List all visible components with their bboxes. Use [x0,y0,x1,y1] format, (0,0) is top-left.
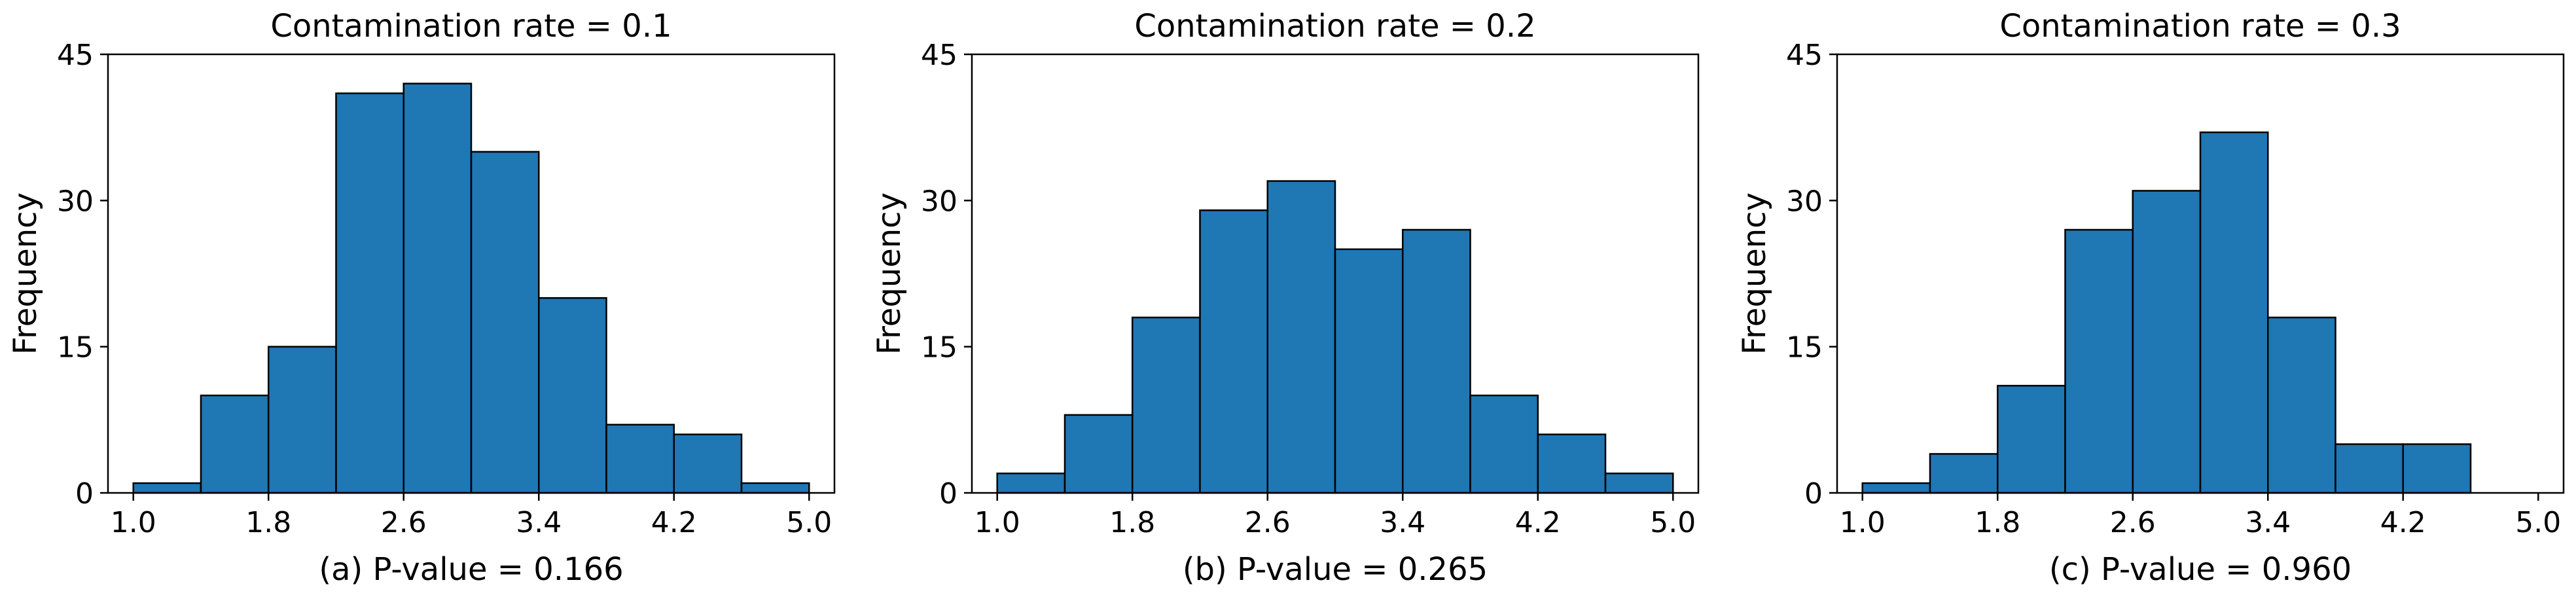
histogram-bar [2402,443,2472,494]
chart-panel-1: 1.0 1.8 2.6 3.4 4.2 5.0 0 15 30 45 Contamination r… [7,8,836,588]
histogram-bar [1334,248,1404,494]
x-tick-label: 4.2 [1515,506,1561,539]
y-axis-label: Frequency [7,192,44,355]
x-tick-label: 5.0 [786,506,832,539]
histogram-bar [267,346,337,494]
histogram-bar [2132,190,2202,494]
histogram-bar [1929,453,1999,494]
axes-frame [107,53,836,494]
chart-caption: (c) P-value = 0.960 [2049,551,2352,588]
y-tick-label: 0 [939,477,957,511]
histogram-bar [335,92,404,494]
y-tick-label: 45 [921,39,957,72]
histogram-bar [2334,443,2405,494]
x-tick-label: 1.8 [1975,506,2020,539]
axes-frame [1836,53,2565,494]
chart-panel-3: 1.0 1.8 2.6 3.4 4.2 5.0 0 15 30 45 Contamination r… [1736,8,2565,588]
y-tick-label: 30 [921,185,957,218]
x-tick-label: 1.0 [111,506,156,539]
x-tick-label: 2.6 [2110,506,2156,539]
y-tick-label: 0 [75,477,94,511]
y-tick-label: 15 [1786,331,1823,365]
y-tick-label: 30 [1786,185,1823,218]
y-tick-label: 45 [1786,39,1823,72]
histogram-bar [1861,482,1931,494]
x-tick-label: 3.4 [516,506,562,539]
x-tick-label: 5.0 [2515,506,2561,539]
histogram-bar [402,82,473,494]
histogram-bar [1266,180,1336,494]
histogram-bar [1604,472,1674,494]
x-tick-label: 1.8 [245,506,291,539]
chart-title: Contamination rate = 0.3 [1999,8,2401,45]
histogram-bar [2267,316,2336,494]
histogram-bar [538,297,607,494]
x-tick-label: 1.8 [1109,506,1155,539]
x-tick-label: 2.6 [1245,506,1291,539]
chart-panel-2: 1.0 1.8 2.6 3.4 4.2 5.0 0 15 30 45 Contamination r… [871,8,1700,588]
y-tick-label: 15 [921,331,957,365]
histogram-bar [1537,433,1607,494]
chart-caption: (a) P-value = 0.166 [319,551,623,588]
histogram-bar [200,394,270,494]
x-tick-label: 3.4 [1380,506,1425,539]
histogram-bar [2199,131,2269,494]
histogram-bar [1402,228,1471,494]
histogram-bar [1199,209,1268,494]
axes-frame [971,53,1700,494]
histogram-bar [740,482,810,494]
histogram-bar [1996,384,2066,494]
histogram-bar [1469,394,1539,494]
histogram-bar [2064,228,2134,494]
x-tick-label: 4.2 [651,506,697,539]
y-tick-label: 15 [57,331,94,365]
x-tick-label: 3.4 [2245,506,2291,539]
y-axis-label: Frequency [1736,192,1773,355]
chart-caption: (b) P-value = 0.265 [1183,551,1488,588]
y-tick-label: 45 [57,39,94,72]
histogram-bar [1131,316,1201,494]
histogram-bar [470,151,540,494]
x-tick-label: 1.0 [975,506,1020,539]
x-tick-label: 4.2 [2380,506,2426,539]
histogram-bar [673,433,743,494]
chart-title: Contamination rate = 0.1 [270,8,671,45]
y-tick-label: 0 [1804,477,1823,511]
histogram-bar [996,472,1066,494]
histogram-bar [605,424,675,494]
chart-title: Contamination rate = 0.2 [1134,8,1535,45]
y-axis-label: Frequency [871,192,908,355]
x-tick-label: 1.0 [1840,506,1886,539]
y-tick-label: 30 [57,185,94,218]
histogram-bar [132,482,202,494]
histogram-bar [1064,414,1134,494]
x-tick-label: 5.0 [1650,506,1696,539]
x-tick-label: 2.6 [381,506,427,539]
